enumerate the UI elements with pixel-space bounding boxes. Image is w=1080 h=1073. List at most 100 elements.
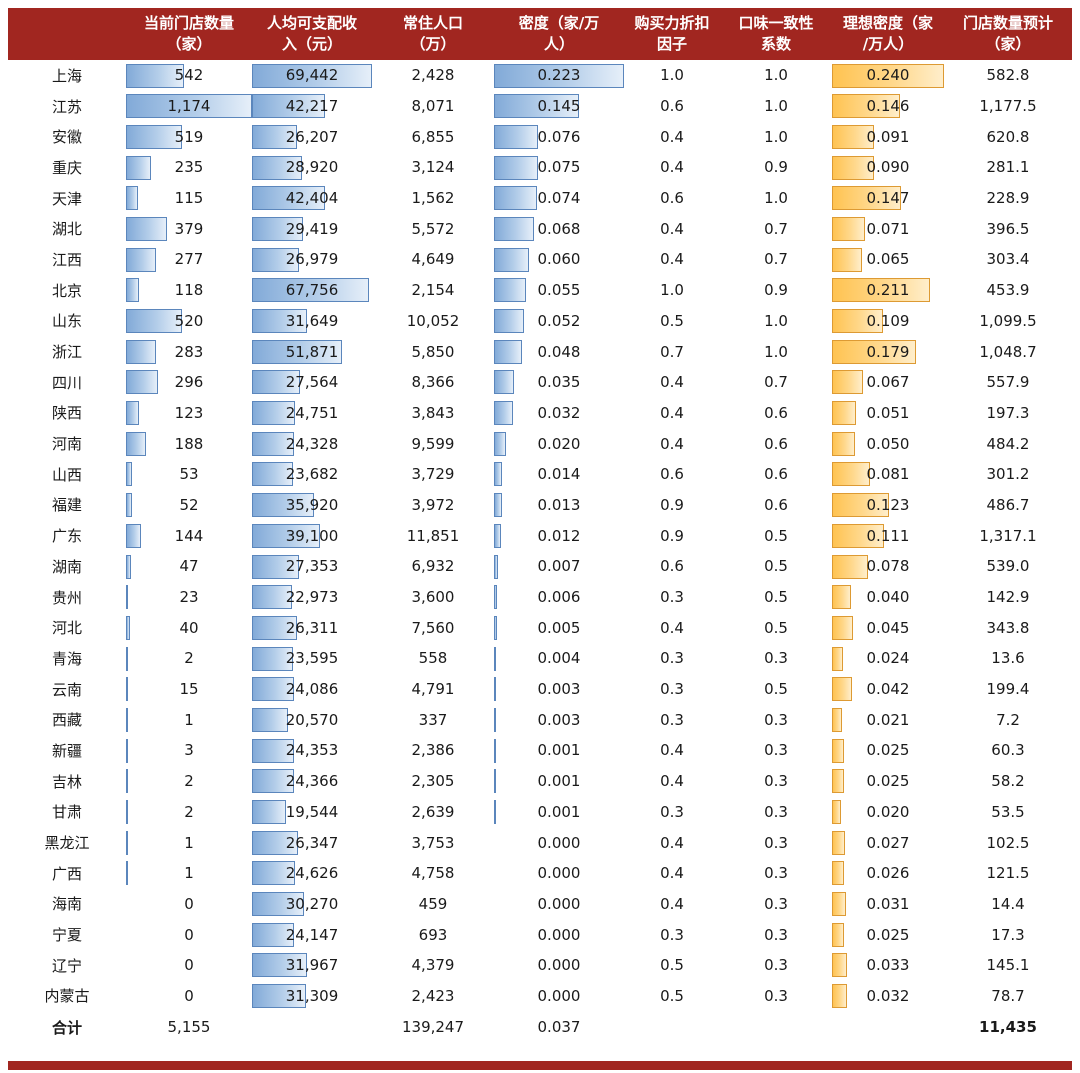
cell-value: 0.001 <box>537 741 581 760</box>
ideal-cell: 0.021 <box>832 704 944 735</box>
province-row: 山东 520 31,649 10,052 0.052 0.5 1.0 0.109 1,099.5 <box>8 306 1072 337</box>
power-cell: 0.3 <box>624 674 720 705</box>
cell-value: 5,572 <box>411 219 455 238</box>
stores-cell: 1,174 <box>126 91 252 122</box>
province-label: 北京 <box>51 281 82 300</box>
population-cell: 8,071 <box>372 91 494 122</box>
province-cell: 吉林 <box>8 766 126 797</box>
province-store-table: 当前门店数量 （家） 人均可支配收 入（元） 常住人口 （万） 密度（家/万 人） 购买力折扣因… <box>8 8 1072 1043</box>
income-cell: 51,871 <box>252 336 372 367</box>
blue-data-bar <box>252 155 302 180</box>
cell-value: 0.3 <box>764 864 788 883</box>
cell-value: 0.000 <box>537 956 581 975</box>
stores-cell: 0 <box>126 981 252 1012</box>
forecast-cell: 1,177.5 <box>944 91 1072 122</box>
province-row: 天津 115 42,404 1,562 0.074 0.6 1.0 0.147 228.9 <box>8 183 1072 214</box>
density-cell: 0.000 <box>494 981 624 1012</box>
cell-value: 67,756 <box>285 281 339 300</box>
population-cell: 4,758 <box>372 858 494 889</box>
density-cell: 0.000 <box>494 919 624 950</box>
cell-value: 343.8 <box>986 618 1030 637</box>
column-header-line: 因子 <box>656 35 687 53</box>
cell-value: 0.007 <box>537 557 581 576</box>
stores-cell: 1 <box>126 858 252 889</box>
blue-data-bar <box>252 186 326 211</box>
cell-value: 0.3 <box>764 649 788 668</box>
cell-value: 0.9 <box>660 495 684 514</box>
orange-data-bar <box>832 370 864 395</box>
population-cell: 6,932 <box>372 551 494 582</box>
density-cell: 0.006 <box>494 582 624 613</box>
cell-value: 27,564 <box>285 373 339 392</box>
orange-data-bar <box>832 401 856 426</box>
power-cell: 1.0 <box>624 60 720 91</box>
blue-data-bar <box>494 646 497 671</box>
taste-cell: 0.3 <box>720 889 832 920</box>
province-row: 广东 144 39,100 11,851 0.012 0.9 0.5 0.111 1,317.1 <box>8 520 1072 551</box>
cell-value: 23,595 <box>285 649 339 668</box>
cell-value: 0.4 <box>660 403 684 422</box>
cell-value: 188 <box>174 434 204 453</box>
blue-data-bar <box>494 124 539 149</box>
cell-value: 2 <box>184 649 194 668</box>
total-taste-cell <box>720 1011 832 1043</box>
orange-data-bar <box>832 63 944 88</box>
cell-value: 0.7 <box>660 342 684 361</box>
cell-value: 3,729 <box>411 465 455 484</box>
blue-data-bar <box>252 94 325 119</box>
density-cell: 0.000 <box>494 858 624 889</box>
stores-cell: 0 <box>126 919 252 950</box>
density-cell: 0.048 <box>494 336 624 367</box>
income-cell: 31,967 <box>252 950 372 981</box>
blue-data-bar <box>252 585 292 610</box>
province-row: 贵州 23 22,973 3,600 0.006 0.3 0.5 0.040 142.9 <box>8 582 1072 613</box>
province-label: 福建 <box>51 496 82 515</box>
cell-value: 1 <box>184 864 194 883</box>
cell-value: 0.7 <box>764 373 788 392</box>
province-row: 黑龙江 1 26,347 3,753 0.000 0.4 0.3 0.027 102.5 <box>8 827 1072 858</box>
cell-value: 0.025 <box>866 772 910 791</box>
province-cell: 新疆 <box>8 735 126 766</box>
cell-value: 0.014 <box>537 465 581 484</box>
power-cell: 0.4 <box>624 858 720 889</box>
orange-data-bar <box>832 922 844 947</box>
blue-data-bar <box>126 431 147 456</box>
income-cell: 42,404 <box>252 183 372 214</box>
income-cell: 35,920 <box>252 490 372 521</box>
density-cell: 0.003 <box>494 704 624 735</box>
cell-value: 24,147 <box>285 925 339 944</box>
column-header-density: 密度（家/万 人） <box>494 8 624 60</box>
cell-value: 13.6 <box>991 649 1025 668</box>
cell-value: 2,428 <box>411 66 455 85</box>
income-cell: 69,442 <box>252 60 372 91</box>
stores-cell: 520 <box>126 306 252 337</box>
cell-value: 0.025 <box>866 925 910 944</box>
forecast-cell: 301.2 <box>944 459 1072 490</box>
cell-value: 486.7 <box>986 495 1030 514</box>
stores-cell: 144 <box>126 520 252 551</box>
cell-value: 23 <box>179 588 199 607</box>
cell-value: 9,599 <box>411 434 455 453</box>
cell-value: 7,560 <box>411 618 455 637</box>
income-cell: 39,100 <box>252 520 372 551</box>
cell-value: 0.012 <box>537 526 581 545</box>
power-cell: 0.4 <box>624 367 720 398</box>
ideal-cell: 0.032 <box>832 981 944 1012</box>
cell-value: 10,052 <box>406 311 460 330</box>
blue-data-bar <box>126 585 129 610</box>
population-cell: 9,599 <box>372 428 494 459</box>
blue-data-bar <box>494 63 624 88</box>
blue-data-bar <box>494 278 527 303</box>
density-cell: 0.003 <box>494 674 624 705</box>
blue-data-bar <box>494 738 496 763</box>
cell-value: 0.211 <box>866 281 910 300</box>
ideal-cell: 0.071 <box>832 213 944 244</box>
ideal-cell: 0.078 <box>832 551 944 582</box>
density-cell: 0.000 <box>494 827 624 858</box>
cell-value: 0.005 <box>537 618 581 637</box>
forecast-cell: 58.2 <box>944 766 1072 797</box>
forecast-cell: 102.5 <box>944 827 1072 858</box>
total-stores-cell: 5,155 <box>126 1011 252 1043</box>
taste-cell: 1.0 <box>720 121 832 152</box>
blue-data-bar <box>126 554 132 579</box>
